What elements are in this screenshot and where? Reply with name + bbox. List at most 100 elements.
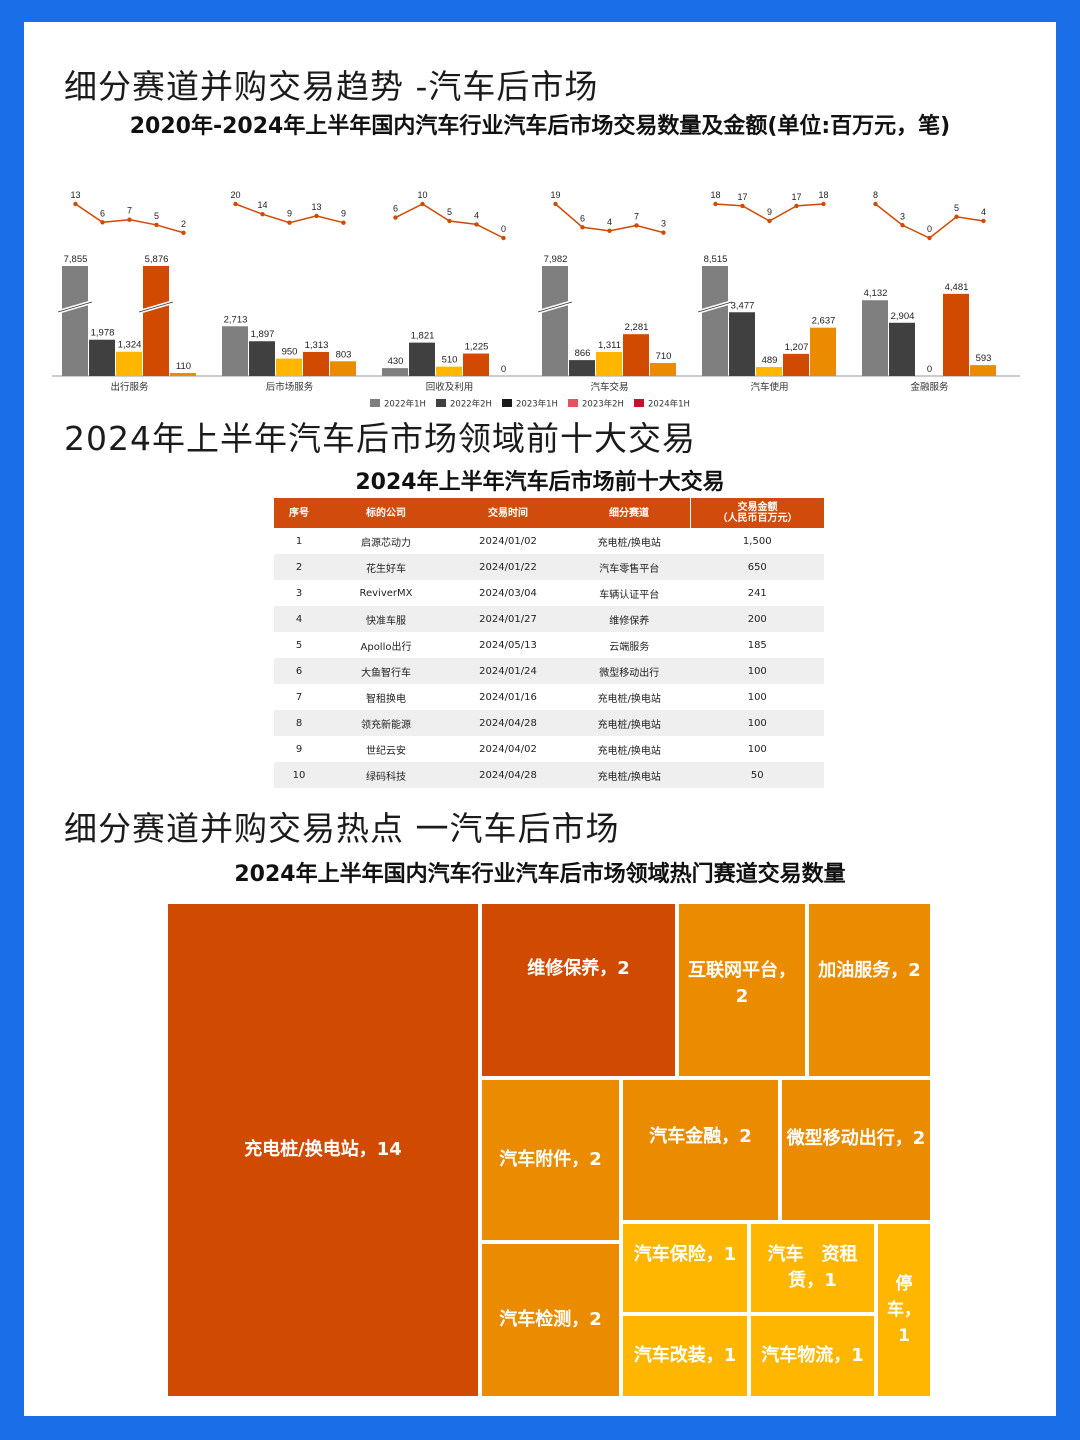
bar-value-label: 2,713	[224, 314, 248, 325]
count-point	[393, 215, 398, 220]
cell-segment: 充电桩/换电站	[597, 745, 661, 757]
count-point	[260, 212, 265, 217]
bar-value-label: 2,281	[625, 322, 649, 333]
table-row: 4 快准车服 2024/01/27 维修保养 200	[274, 606, 824, 632]
bar-value-label: 430	[388, 356, 404, 367]
cell-date: 2024/01/16	[479, 691, 537, 703]
count-label: 18	[818, 190, 828, 200]
bar-value-label: 1,978	[91, 328, 115, 339]
cell-company: 快准车服	[324, 606, 448, 632]
treemap-tile-leasing: 汽车 资租赁，1	[749, 1222, 876, 1314]
bar-value-label: 3,477	[731, 300, 755, 311]
count-point	[767, 218, 772, 224]
count-point	[821, 201, 826, 207]
col-header-date: 交易时间	[448, 498, 568, 528]
cell-date: 2024/05/13	[479, 639, 537, 651]
bar-value-label: 1,821	[411, 331, 435, 342]
bar-回收及利用-2023年1H	[436, 366, 462, 376]
table-row: 9 世纪云安 2024/04/02 充电桩/换电站 100	[274, 736, 824, 762]
bar-汽车交易-2022年1H	[542, 266, 568, 376]
cell-company: 世纪云安	[366, 745, 406, 757]
bar-金融服务-2022年1H	[862, 300, 888, 376]
cell-date: 2024/04/28	[448, 762, 568, 788]
cell-company: 领充新能源	[324, 710, 448, 736]
cell-index: 4	[274, 606, 324, 632]
bar-汽车交易-2023年1H	[596, 351, 622, 376]
table-row: 5 Apollo出行 2024/05/13 云端服务 185	[274, 632, 824, 658]
top10-table-container: 序号 标的公司 交易时间 细分赛道 交易金额 （人民币百万元） 1 启源芯动力 20…	[274, 498, 824, 788]
col-header-company: 标的公司	[324, 498, 448, 528]
cell-amount: 1,500	[742, 535, 772, 547]
bar-value-label: 866	[575, 348, 591, 359]
count-label: 0	[927, 224, 932, 234]
cell-index: 8	[274, 710, 324, 736]
cell-index: 9	[295, 743, 303, 755]
count-label: 0	[501, 224, 506, 234]
cell-date: 2024/04/28	[448, 710, 568, 736]
legend-swatch	[370, 399, 380, 407]
cell-amount: 200	[690, 606, 824, 632]
count-point	[314, 213, 319, 219]
count-point	[927, 235, 932, 241]
treemap-tile-insurance: 汽车保险，1	[621, 1222, 749, 1314]
category-label: 汽车交易	[590, 381, 628, 393]
cell-date: 2024/04/02	[479, 743, 537, 755]
cell-date: 2024/01/27	[448, 606, 568, 632]
category-label: 回收及利用	[426, 381, 474, 393]
bar-回收及利用-2022年2H	[409, 342, 435, 376]
cell-amount: 185	[747, 639, 767, 651]
legend-label: 2023年1H	[516, 399, 558, 410]
count-label: 3	[661, 219, 666, 229]
bar-汽车使用-2022年1H	[702, 266, 728, 376]
count-point	[474, 222, 479, 227]
cell-company: 绿码科技	[324, 762, 448, 788]
count-label: 5	[154, 211, 159, 221]
bar-value-label: 4,132	[864, 288, 888, 299]
legend-swatch	[502, 399, 512, 407]
cell-amount: 50	[690, 762, 824, 788]
cell-index: 7	[295, 691, 303, 703]
bar-后市场服务-2023年2H	[303, 351, 329, 376]
count-point	[873, 201, 878, 207]
count-point	[661, 230, 666, 235]
count-point	[900, 223, 905, 228]
col-header-index: 序号	[274, 498, 324, 528]
count-point	[740, 203, 745, 209]
count-point	[954, 214, 959, 219]
bar-value-label: 1,207	[785, 342, 809, 353]
treemap-tile-logistics: 汽车物流，1	[749, 1314, 876, 1398]
cell-segment: 车辆认证平台	[599, 589, 660, 601]
table-row: 3 ReviverMX 2024/03/04 车辆认证平台 241	[274, 580, 824, 606]
section-title-trend: 细分赛道并购交易趋势 -汽车后市场	[64, 67, 599, 106]
bar-value-label: 5,876	[145, 254, 169, 265]
category-label: 后市场服务	[266, 381, 314, 393]
bar-value-label: 110	[176, 361, 191, 372]
count-label: 10	[417, 190, 427, 200]
axis-break-mark	[697, 301, 733, 313]
count-label: 4	[607, 217, 612, 227]
cell-index: 5	[295, 639, 303, 651]
treemap-tile-internet-platform: 互联网平台，2	[677, 902, 807, 1078]
bar-value-label: 0	[501, 364, 506, 375]
bar-value-label: 1,313	[305, 340, 329, 351]
category-label: 金融服务	[910, 381, 949, 393]
cell-company: 智租换电	[366, 693, 406, 705]
axis-break-mark	[57, 301, 93, 313]
count-label: 17	[791, 192, 801, 202]
bar-value-label: 593	[976, 353, 992, 364]
legend-swatch	[436, 399, 446, 407]
section-title-hotspot: 细分赛道并购交易热点 一汽车后市场	[64, 809, 620, 848]
table-row: 7 智租换电 2024/01/16 充电桩/换电站 100	[274, 684, 824, 710]
legend-label: 2022年2H	[450, 399, 492, 410]
treemap-title: 2024年上半年国内汽车行业汽车后市场领域热门赛道交易数量	[234, 862, 846, 887]
bar-汽车交易-2023年2H	[623, 334, 649, 376]
count-label: 4	[474, 210, 479, 220]
bar-value-label: 1,897	[251, 329, 275, 340]
count-label: 14	[257, 200, 267, 210]
count-label: 13	[70, 190, 80, 200]
bar-value-label: 8,515	[704, 254, 728, 265]
cell-index: 3	[295, 587, 303, 599]
cell-amount: 100	[690, 710, 824, 736]
count-point	[127, 217, 132, 222]
